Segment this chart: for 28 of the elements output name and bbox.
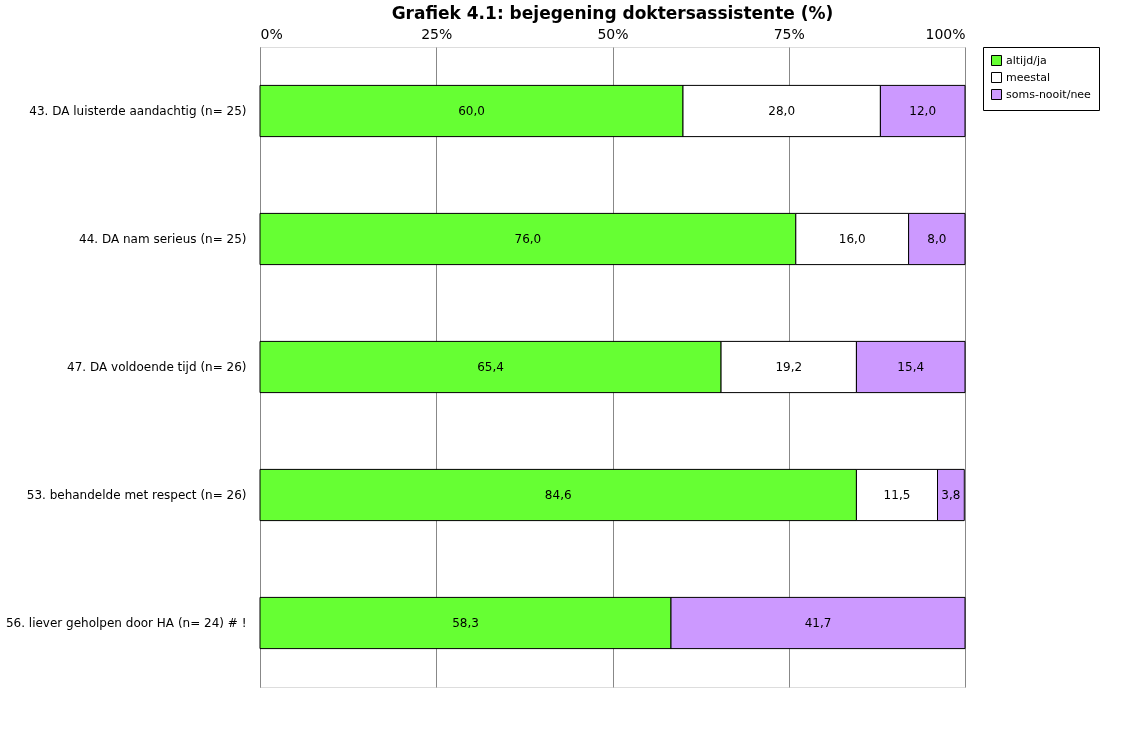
y-tick-label: 44. DA nam serieus (n= 25) <box>79 232 247 246</box>
y-tick-label: 47. DA voldoende tijd (n= 26) <box>67 360 247 374</box>
x-tick-label: 100% <box>925 25 966 42</box>
chart-title: Grafiek 4.1: bejegening doktersassistente (%) <box>391 3 834 23</box>
data-label: 16,0 <box>838 232 866 246</box>
x-tick-label: 25% <box>421 25 453 42</box>
legend-label: altijd/ja <box>1006 53 1047 67</box>
legend-label: meestal <box>1006 70 1051 84</box>
data-label: 58,3 <box>452 616 479 630</box>
data-label: 3,8 <box>941 488 961 502</box>
x-tick-label: 0% <box>260 25 283 42</box>
data-label: 15,4 <box>897 360 925 374</box>
legend-label: soms-nooit/nee <box>1006 87 1092 101</box>
data-label: 11,5 <box>883 488 911 502</box>
data-label: 8,0 <box>927 232 947 246</box>
data-label: 12,0 <box>909 104 937 118</box>
data-label: 41,7 <box>804 616 832 630</box>
y-tick-label: 43. DA luisterde aandachtig (n= 25) <box>29 104 247 118</box>
data-label: 19,2 <box>775 360 803 374</box>
data-label: 65,4 <box>477 360 504 374</box>
x-tick-label: 50% <box>597 25 629 42</box>
y-tick-label: 53. behandelde met respect (n= 26) <box>26 488 247 502</box>
data-label: 76,0 <box>514 232 542 246</box>
data-label: 60,0 <box>458 104 485 118</box>
x-tick-label: 75% <box>773 25 805 42</box>
data-label: 28,0 <box>768 104 796 118</box>
data-label: 84,6 <box>544 488 572 502</box>
y-tick-label: 56. liever geholpen door HA (n= 24) # ! <box>5 616 247 630</box>
